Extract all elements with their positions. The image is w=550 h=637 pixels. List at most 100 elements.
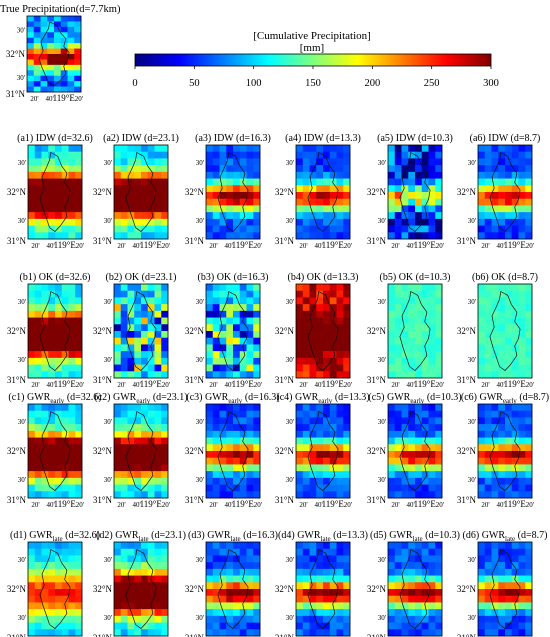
- heatmap-cell: [505, 464, 513, 472]
- heatmap-cell: [498, 615, 506, 623]
- heatmap-cell: [141, 410, 149, 418]
- heatmap-cell: [120, 185, 128, 193]
- heatmap-cell: [41, 430, 49, 438]
- heatmap-cell: [141, 595, 149, 603]
- heatmap-cell: [525, 165, 533, 173]
- heatmap-cell: [484, 471, 492, 479]
- heatmap-cell: [68, 290, 76, 298]
- lat-tick-label: 31°N: [367, 495, 387, 505]
- heatmap-cell: [511, 232, 519, 240]
- panel-frame: [113, 403, 169, 499]
- heatmap-cell: [505, 198, 513, 206]
- heatmap-cell: [75, 491, 83, 499]
- heatmap-cell: [428, 304, 436, 312]
- heatmap-cell: [154, 589, 162, 597]
- heatmap-cell: [394, 151, 402, 159]
- heatmap-cell: [48, 344, 56, 352]
- heatmap-cell: [147, 151, 155, 159]
- heatmap-cell: [491, 290, 499, 298]
- heatmap-panel-b2: (b2) OK (d=23.1)30'32°N30'31°N 20' 40'119°…: [93, 272, 177, 389]
- heatmap-cell: [114, 344, 122, 352]
- heatmap-cell: [491, 609, 499, 617]
- heatmap-cell: [309, 444, 317, 452]
- heatmap-cell: [518, 198, 526, 206]
- region-outline: [399, 410, 431, 491]
- heatmap-cell: [415, 185, 423, 193]
- heatmap-cell: [401, 165, 409, 173]
- heatmap-cell: [309, 430, 317, 438]
- heatmap-cell: [233, 317, 241, 325]
- heatmap-cell: [141, 158, 149, 166]
- heatmap-cell: [114, 218, 122, 226]
- heatmap-cell: [408, 171, 416, 179]
- heatmap-cell: [40, 43, 48, 49]
- heatmap-cell: [212, 430, 220, 438]
- heatmap-cell: [511, 568, 519, 576]
- heatmap-cell: [421, 317, 429, 325]
- heatmap-cell: [134, 290, 142, 298]
- heatmap-cell: [498, 212, 506, 220]
- heatmap-cell: [28, 192, 36, 200]
- heatmap-cell: [525, 324, 533, 332]
- heatmap-cell: [518, 491, 526, 499]
- panel-frame: [295, 541, 351, 637]
- heatmap-cell: [498, 548, 506, 556]
- heatmap-cell: [505, 151, 513, 159]
- heatmap-cell: [154, 410, 162, 418]
- lat-tick-label: 30': [286, 614, 294, 622]
- lon-tick-label: 119°E: [414, 240, 437, 250]
- heatmap-cell: [28, 542, 36, 550]
- heatmap-cell: [219, 622, 227, 630]
- heatmap-cell: [484, 562, 492, 570]
- heatmap-cell: [388, 284, 396, 292]
- heatmap-cell: [114, 232, 122, 240]
- heatmap-cell: [336, 417, 344, 425]
- heatmap-cell: [415, 477, 423, 485]
- heatmap-cell: [421, 151, 429, 159]
- heatmap-cell: [48, 589, 56, 597]
- heatmap-cell: [127, 568, 135, 576]
- heatmap-cell: [394, 609, 402, 617]
- heatmap-cell: [302, 582, 310, 590]
- heatmap-cell: [435, 331, 443, 339]
- heatmap-cell: [394, 304, 402, 312]
- heatmap-cell: [302, 364, 310, 372]
- heatmap-cell: [161, 430, 169, 438]
- heatmap-cell: [246, 615, 254, 623]
- heatmap-cell: [67, 86, 75, 93]
- heatmap-cell: [316, 218, 324, 226]
- heatmap-cell: [134, 171, 142, 179]
- heatmap-cell: [296, 595, 304, 603]
- heatmap-cell: [323, 205, 331, 213]
- heatmap-cell: [219, 364, 227, 372]
- heatmap-cell: [55, 297, 63, 305]
- heatmap-cell: [219, 192, 227, 200]
- heatmap-cell: [525, 477, 533, 485]
- heatmap-cell: [498, 198, 506, 206]
- heatmap-cell: [55, 575, 63, 583]
- heatmap-cell: [147, 165, 155, 173]
- heatmap-cell: [41, 444, 49, 452]
- heatmap-cell: [239, 284, 247, 292]
- panel-frame: [205, 403, 261, 499]
- heatmap-cell: [75, 205, 83, 213]
- lon-tick-label: 40': [497, 242, 505, 250]
- heatmap-cell: [47, 75, 55, 82]
- heatmap-cell: [61, 331, 69, 339]
- heatmap-cell: [147, 609, 155, 617]
- heatmap-cell: [323, 192, 331, 200]
- heatmap-cell: [309, 145, 317, 153]
- heatmap-cell: [309, 290, 317, 298]
- heatmap-cell: [233, 371, 241, 379]
- heatmap-panel-d4: (d4) GWRlate (d=13.3)30'32°N30'31°N20'40…: [275, 530, 368, 637]
- heatmap-cell: [253, 324, 261, 332]
- heatmap-cell: [41, 464, 49, 472]
- lat-tick-label: 31°N: [93, 236, 113, 246]
- heatmap-cell: [226, 337, 234, 345]
- heatmap-cell: [246, 158, 254, 166]
- heatmap-cell: [323, 430, 331, 438]
- heatmap-cell: [323, 609, 331, 617]
- heatmap-cell: [296, 198, 304, 206]
- heatmap-cell: [154, 178, 162, 186]
- heatmap-cell: [233, 477, 241, 485]
